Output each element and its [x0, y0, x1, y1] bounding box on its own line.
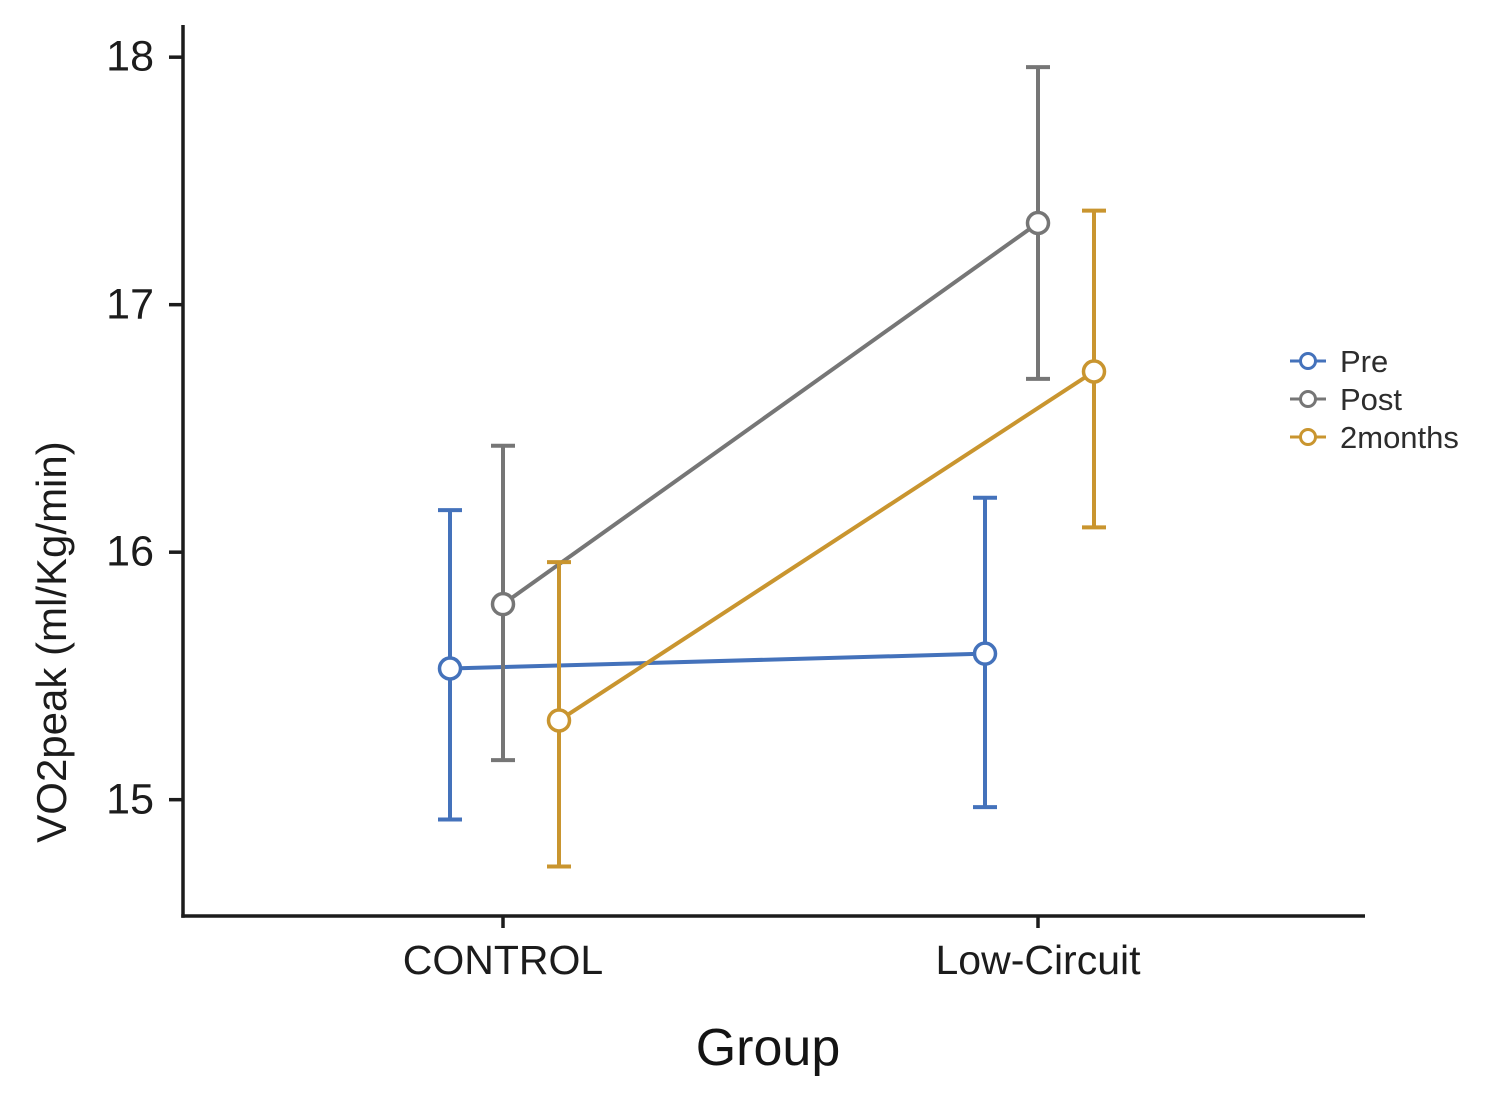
legend-label: Post: [1340, 381, 1403, 417]
legend-label: Pre: [1340, 343, 1389, 379]
errorbar-point-key-icon: [1290, 390, 1326, 408]
errorbar-point-key-icon: [1290, 352, 1326, 370]
legend-item-2months: 2months: [1288, 418, 1459, 456]
x-axis-title: Group: [695, 1019, 841, 1077]
x-tick-label-control: CONTROL: [402, 937, 604, 983]
y-tick-label: 15: [106, 775, 154, 824]
legend-item-post: Post: [1288, 380, 1459, 418]
y-tick-label: 18: [106, 32, 154, 81]
legend-label: 2months: [1340, 419, 1459, 455]
y-tick-label: 16: [106, 527, 154, 576]
y-tick-label: 17: [106, 280, 154, 329]
legend-item-pre: Pre: [1288, 342, 1459, 380]
errorbar-point-key-icon: [1290, 428, 1326, 446]
x-tick-label-low-circuit: Low-Circuit: [935, 937, 1141, 983]
legend: Pre Post 2months: [1288, 342, 1459, 456]
y-axis-title: VO2peak (ml/Kg/min): [28, 441, 75, 843]
